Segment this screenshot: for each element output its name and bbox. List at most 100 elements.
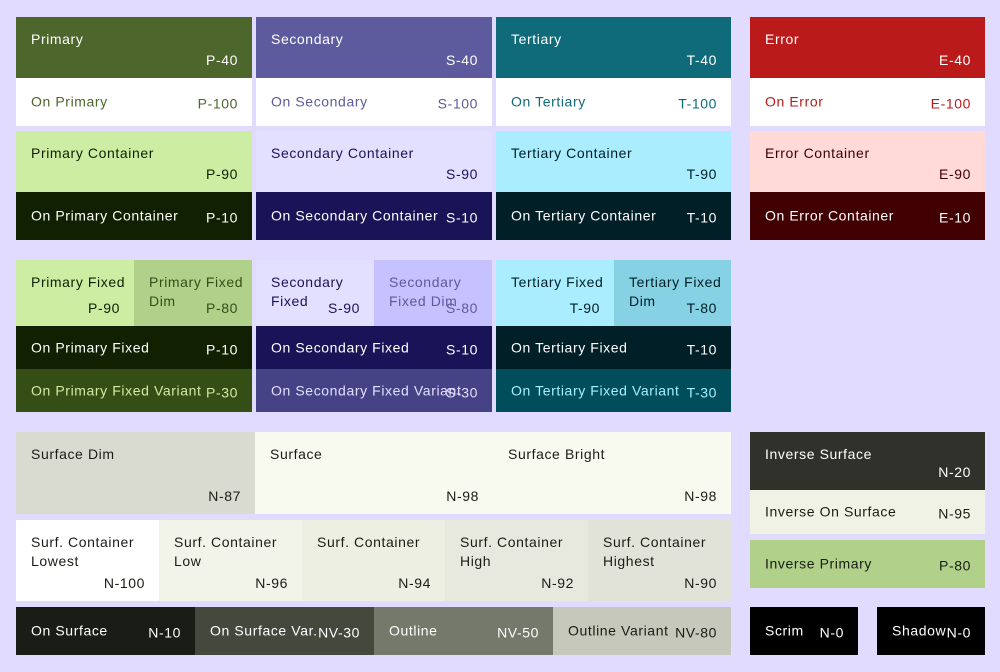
swatch-on-secondary-fixed-variant[interactable]: On Secondary Fixed Variant S-30 <box>256 369 492 412</box>
swatch-on-tertiary-container-tone: T-10 <box>686 209 717 226</box>
swatch-surf-container-low[interactable]: Surf. Container Low N-96 <box>159 520 302 601</box>
swatch-on-primary-container[interactable]: On Primary Container P-10 <box>16 192 252 240</box>
swatch-on-tertiary-container-label: On Tertiary Container <box>511 207 657 224</box>
swatch-outline-variant[interactable]: Outline Variant NV-80 <box>553 607 731 655</box>
swatch-shadow[interactable]: Shadow N-0 <box>877 607 985 655</box>
swatch-on-primary-fixed-tone: P-10 <box>206 340 238 357</box>
swatch-tertiary-fixed-dim-label: Tertiary Fixed Dim <box>629 274 722 309</box>
swatch-on-error[interactable]: On Error E-100 <box>750 78 985 126</box>
swatch-surf-container-lowest-tone: N-100 <box>103 575 145 591</box>
swatch-on-tertiary-tone: T-100 <box>678 95 717 112</box>
swatch-error-container-label: Error Container <box>765 145 870 161</box>
swatch-on-secondary-fixed-variant-label: On Secondary Fixed Variant <box>271 382 462 398</box>
swatch-tertiary-label: Tertiary <box>511 31 562 47</box>
swatch-tertiary-container[interactable]: Tertiary Container T-90 <box>496 131 731 192</box>
swatch-on-primary-label: On Primary <box>31 93 108 110</box>
swatch-primary-container[interactable]: Primary Container P-90 <box>16 131 252 192</box>
swatch-primary-fixed-dim[interactable]: Primary Fixed Dim P-80 <box>134 260 252 326</box>
swatch-primary-fixed[interactable]: Primary Fixed P-90 <box>16 260 134 326</box>
swatch-on-surface[interactable]: On Surface N-10 <box>16 607 195 655</box>
swatch-primary[interactable]: Primary P-40 <box>16 17 252 78</box>
swatch-surf-container-high-label: Surf. Container High <box>460 534 564 569</box>
swatch-on-error-container[interactable]: On Error Container E-10 <box>750 192 985 240</box>
swatch-secondary-fixed[interactable]: Secondary Fixed S-90 <box>256 260 374 326</box>
swatch-tertiary-tone: T-40 <box>686 52 717 68</box>
swatch-surface-bright[interactable]: Surface Bright N-98 <box>493 432 731 514</box>
swatch-inverse-surface[interactable]: Inverse Surface N-20 <box>750 432 985 490</box>
swatch-surf-container-lowest[interactable]: Surf. Container Lowest N-100 <box>16 520 159 601</box>
swatch-tertiary-container-tone: T-90 <box>686 166 717 182</box>
swatch-surface-label: Surface <box>270 446 323 462</box>
swatch-on-secondary-container-tone: S-10 <box>446 209 478 226</box>
swatch-on-surface-label: On Surface <box>31 622 108 639</box>
swatch-on-secondary-container-label: On Secondary Container <box>271 207 439 224</box>
swatch-inverse-on-surface[interactable]: Inverse On Surface N-95 <box>750 490 985 534</box>
swatch-on-tertiary[interactable]: On Tertiary T-100 <box>496 78 731 126</box>
swatch-secondary-fixed-dim[interactable]: Secondary Fixed Dim S-80 <box>374 260 492 326</box>
swatch-tertiary-fixed-dim[interactable]: Tertiary Fixed Dim T-80 <box>614 260 731 326</box>
swatch-on-tertiary-fixed-tone: T-10 <box>686 340 717 357</box>
swatch-on-secondary[interactable]: On Secondary S-100 <box>256 78 492 126</box>
swatch-on-secondary-container[interactable]: On Secondary Container S-10 <box>256 192 492 240</box>
swatch-on-primary-tone: P-100 <box>197 95 238 112</box>
swatch-primary-fixed-tone: P-90 <box>88 300 120 316</box>
swatch-on-primary-fixed-variant[interactable]: On Primary Fixed Variant P-30 <box>16 369 252 412</box>
swatch-error-label: Error <box>765 31 800 47</box>
swatch-outline-label: Outline <box>389 622 438 639</box>
swatch-on-surface-var[interactable]: On Surface Var. NV-30 <box>195 607 374 655</box>
swatch-on-secondary-fixed-variant-tone: S-30 <box>446 383 478 400</box>
swatch-secondary-fixed-dim-label: Secondary Fixed Dim <box>389 274 462 309</box>
swatch-surface-tone: N-98 <box>446 488 479 504</box>
swatch-surf-container-high[interactable]: Surf. Container High N-92 <box>445 520 588 601</box>
swatch-on-primary-fixed[interactable]: On Primary Fixed P-10 <box>16 326 252 369</box>
swatch-error-container-tone: E-90 <box>939 166 971 182</box>
swatch-inverse-on-surface-label: Inverse On Surface <box>765 503 897 520</box>
swatch-error-container[interactable]: Error Container E-90 <box>750 131 985 192</box>
swatch-secondary-container[interactable]: Secondary Container S-90 <box>256 131 492 192</box>
swatch-secondary-fixed-label: Secondary Fixed <box>271 274 344 309</box>
swatch-surf-container-label: Surf. Container <box>317 534 421 550</box>
swatch-tertiary-fixed[interactable]: Tertiary Fixed T-90 <box>496 260 614 326</box>
swatch-surface-dim-tone: N-87 <box>208 488 241 504</box>
swatch-surf-container-low-label: Surf. Container Low <box>174 534 278 569</box>
swatch-surface[interactable]: Surface N-98 <box>255 432 493 514</box>
swatch-on-error-container-label: On Error Container <box>765 207 895 224</box>
swatch-on-secondary-fixed-label: On Secondary Fixed <box>271 339 410 355</box>
swatch-scrim[interactable]: Scrim N-0 <box>750 607 858 655</box>
swatch-primary-fixed-dim-label: Primary Fixed Dim <box>149 274 244 309</box>
swatch-outline-variant-label: Outline Variant <box>568 622 669 639</box>
swatch-on-tertiary-fixed-variant-label: On Tertiary Fixed Variant <box>511 382 680 398</box>
swatch-primary-container-label: Primary Container <box>31 145 155 161</box>
swatch-surf-container-highest-tone: N-90 <box>684 575 717 591</box>
swatch-on-secondary-label: On Secondary <box>271 93 368 110</box>
swatch-error[interactable]: Error E-40 <box>750 17 985 78</box>
swatch-on-error-container-tone: E-10 <box>939 209 971 226</box>
swatch-on-secondary-fixed-tone: S-10 <box>446 340 478 357</box>
swatch-inverse-primary-label: Inverse Primary <box>765 555 873 572</box>
swatch-surface-dim-label: Surface Dim <box>31 446 115 462</box>
swatch-on-secondary-fixed[interactable]: On Secondary Fixed S-10 <box>256 326 492 369</box>
swatch-surf-container-highest[interactable]: Surf. Container Highest N-90 <box>588 520 731 601</box>
swatch-surf-container[interactable]: Surf. Container N-94 <box>302 520 445 601</box>
swatch-on-primary[interactable]: On Primary P-100 <box>16 78 252 126</box>
swatch-tertiary-container-label: Tertiary Container <box>511 145 633 161</box>
swatch-inverse-primary[interactable]: Inverse Primary P-80 <box>750 540 985 588</box>
swatch-on-tertiary-fixed-label: On Tertiary Fixed <box>511 339 628 355</box>
swatch-surf-container-high-tone: N-92 <box>541 575 574 591</box>
swatch-tertiary[interactable]: Tertiary T-40 <box>496 17 731 78</box>
swatch-on-tertiary-fixed[interactable]: On Tertiary Fixed T-10 <box>496 326 731 369</box>
swatch-on-tertiary-container[interactable]: On Tertiary Container T-10 <box>496 192 731 240</box>
swatch-surface-dim[interactable]: Surface Dim N-87 <box>16 432 255 514</box>
swatch-secondary[interactable]: Secondary S-40 <box>256 17 492 78</box>
swatch-on-tertiary-fixed-variant[interactable]: On Tertiary Fixed Variant T-30 <box>496 369 731 412</box>
swatch-primary-fixed-dim-tone: P-80 <box>206 300 238 316</box>
swatch-tertiary-fixed-dim-tone: T-80 <box>686 300 717 316</box>
swatch-on-tertiary-label: On Tertiary <box>511 93 586 110</box>
swatch-on-primary-fixed-variant-tone: P-30 <box>206 383 238 400</box>
swatch-surf-container-low-tone: N-96 <box>255 575 288 591</box>
swatch-outline[interactable]: Outline NV-50 <box>374 607 553 655</box>
swatch-on-surface-var-label: On Surface Var. <box>210 622 318 639</box>
swatch-secondary-tone: S-40 <box>446 52 478 68</box>
swatch-secondary-label: Secondary <box>271 31 344 47</box>
swatch-primary-fixed-label: Primary Fixed <box>31 274 126 290</box>
